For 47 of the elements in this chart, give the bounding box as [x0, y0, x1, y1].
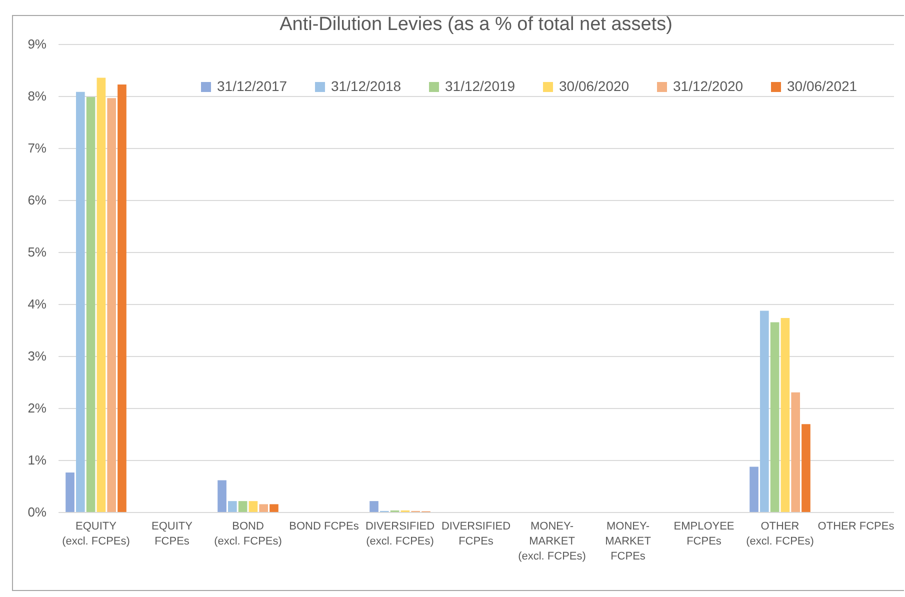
- x-tick-label: DIVERSIFIED (excl. FCPEs): [365, 520, 435, 548]
- y-tick-label: 1%: [28, 452, 47, 468]
- bar: [259, 504, 268, 512]
- bar: [770, 322, 780, 512]
- legend-label: 31/12/2019: [445, 78, 516, 94]
- x-tick-label: EQUITY (excl. FCPEs): [62, 520, 130, 548]
- bar: [248, 501, 258, 512]
- bar: [76, 92, 85, 512]
- y-tick-label: 6%: [28, 192, 47, 208]
- x-tick-label: EMPLOYEE FCPEs: [674, 520, 734, 548]
- bar: [780, 318, 790, 512]
- bar: [96, 78, 106, 512]
- y-tick-label: 9%: [28, 36, 47, 52]
- x-tick-label: OTHER FCPEs: [818, 520, 895, 532]
- bar: [270, 504, 278, 512]
- bar: [791, 392, 800, 512]
- chart-title: Anti-Dilution Levies (as a % of total net assets): [280, 14, 672, 35]
- bar: [760, 310, 769, 512]
- x-tick-label: BOND FCPEs: [289, 520, 360, 532]
- x-tick-label: EQUITY FCPEs: [152, 520, 194, 548]
- x-tick-label: MONEY-MARKET FCPEs: [605, 520, 652, 562]
- bar: [370, 501, 378, 512]
- bar: [107, 98, 116, 512]
- y-tick-label: 2%: [28, 400, 47, 416]
- legend-label: 31/12/2020: [673, 78, 744, 94]
- legend-label: 31/12/2017: [217, 78, 288, 94]
- x-tick-label: OTHER (excl. FCPEs): [746, 520, 814, 548]
- bar: [750, 466, 758, 512]
- y-tick-label: 7%: [28, 140, 47, 156]
- y-tick-label: 0%: [28, 504, 47, 520]
- y-tick-label: 3%: [28, 348, 47, 364]
- bar: [238, 501, 248, 512]
- legend-label: 31/12/2018: [331, 78, 402, 94]
- legend-label: 30/06/2021: [787, 78, 858, 94]
- bar: [802, 424, 810, 512]
- bar: [118, 84, 126, 512]
- x-tick-label: BOND (excl. FCPEs): [214, 520, 282, 548]
- bar: [218, 480, 226, 512]
- bar: [228, 501, 237, 512]
- bar: [86, 97, 96, 512]
- x-tick-label: MONEY-MARKET (excl. FCPEs): [518, 520, 586, 562]
- x-tick-label: DIVERSIFIED FCPEs: [441, 520, 511, 548]
- legend-label: 30/06/2020: [559, 78, 630, 94]
- y-tick-label: 5%: [28, 244, 47, 260]
- y-tick-label: 4%: [28, 296, 47, 312]
- y-tick-label: 8%: [28, 88, 47, 104]
- bar: [66, 472, 74, 512]
